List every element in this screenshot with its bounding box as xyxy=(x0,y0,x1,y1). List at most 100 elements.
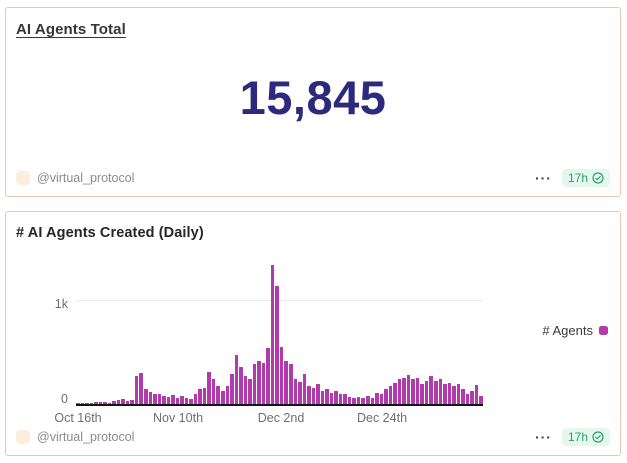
check-circle-icon xyxy=(592,172,604,184)
bars xyxy=(76,262,483,404)
bar xyxy=(461,389,465,404)
bar xyxy=(361,398,365,404)
bar xyxy=(375,393,379,404)
bar xyxy=(180,396,184,404)
bar xyxy=(325,389,329,404)
bar xyxy=(470,391,474,404)
bar xyxy=(162,396,166,404)
bar xyxy=(415,378,420,404)
author-avatar xyxy=(16,171,30,185)
bar xyxy=(411,379,415,404)
bar xyxy=(98,402,103,404)
bar xyxy=(252,364,257,404)
bar xyxy=(175,398,180,404)
bar xyxy=(125,401,130,404)
x-axis-tick-dec2: Dec 2nd xyxy=(257,411,305,425)
bar xyxy=(320,391,325,404)
counter-card-footer: @virtual_protocol ··· 17h xyxy=(16,169,610,187)
legend-item-agents[interactable]: # Agents xyxy=(542,323,608,338)
bar xyxy=(148,392,153,404)
bar xyxy=(112,401,116,404)
bar xyxy=(334,391,338,404)
refresh-time: 17h xyxy=(567,171,588,185)
bar xyxy=(424,381,429,404)
bar xyxy=(443,384,447,404)
chart-card-title: # AI Agents Created (Daily) xyxy=(16,225,204,241)
refresh-badge[interactable]: 17h xyxy=(561,428,610,446)
bar xyxy=(429,376,433,404)
bar xyxy=(356,397,361,404)
bar xyxy=(393,383,397,404)
counter-card-title[interactable]: AI Agents Total xyxy=(16,21,126,38)
bar xyxy=(343,394,347,404)
bar xyxy=(243,376,248,404)
bar xyxy=(76,403,80,404)
y-axis-tick-1k: 1k xyxy=(54,297,68,311)
gridline-1k xyxy=(76,300,483,301)
author-handle[interactable]: @virtual_protocol xyxy=(37,171,135,185)
bar xyxy=(338,394,343,404)
bar xyxy=(198,389,202,404)
bar xyxy=(221,391,225,404)
chart-card-footer: @virtual_protocol ··· 17h xyxy=(16,428,610,446)
bar xyxy=(284,361,288,404)
bar xyxy=(465,394,470,404)
bar xyxy=(80,403,85,404)
refresh-time: 17h xyxy=(567,430,588,444)
author-handle[interactable]: @virtual_protocol xyxy=(37,430,135,444)
bar xyxy=(103,402,107,404)
bar xyxy=(130,400,134,404)
bar xyxy=(370,398,375,404)
bar xyxy=(89,403,94,404)
bar xyxy=(239,367,243,404)
bar xyxy=(225,386,230,404)
y-axis-tick-0: 0 xyxy=(61,392,68,406)
bar xyxy=(279,347,284,404)
bar xyxy=(302,374,307,404)
bar xyxy=(189,399,193,404)
x-axis-tick-nov10: Nov 10th xyxy=(152,411,204,425)
bar xyxy=(166,397,171,404)
bar xyxy=(261,363,266,404)
bar xyxy=(329,393,334,404)
bar xyxy=(202,388,207,404)
legend-label: # Agents xyxy=(542,323,593,338)
counter-value: 15,845 xyxy=(239,71,387,124)
bar xyxy=(116,400,121,404)
bar xyxy=(366,396,370,404)
bar xyxy=(347,397,352,404)
bar xyxy=(139,373,143,404)
author-avatar xyxy=(16,430,30,444)
refresh-badge[interactable]: 17h xyxy=(561,169,610,187)
bar xyxy=(121,399,125,404)
bar xyxy=(438,379,443,404)
bar xyxy=(216,386,220,404)
bar xyxy=(420,384,424,404)
more-menu-icon[interactable]: ··· xyxy=(534,429,552,445)
bar xyxy=(474,385,479,404)
bar xyxy=(184,398,189,404)
bar xyxy=(406,375,411,404)
bar xyxy=(311,388,316,404)
bar xyxy=(134,376,139,404)
bar xyxy=(388,386,393,404)
bar xyxy=(379,394,384,404)
bar xyxy=(402,378,406,404)
bar xyxy=(447,383,452,404)
bar xyxy=(298,382,302,404)
bar xyxy=(384,389,388,404)
bar xyxy=(307,386,311,404)
bar xyxy=(234,355,239,404)
bar xyxy=(452,386,456,404)
bar xyxy=(433,381,438,404)
bar xyxy=(316,384,320,404)
bar xyxy=(248,379,252,404)
bar xyxy=(479,396,483,404)
bar xyxy=(293,379,298,404)
bar xyxy=(94,402,98,404)
more-menu-icon[interactable]: ··· xyxy=(534,170,552,186)
bar xyxy=(171,395,175,404)
legend-marker-icon xyxy=(599,326,608,335)
bar xyxy=(85,403,89,404)
